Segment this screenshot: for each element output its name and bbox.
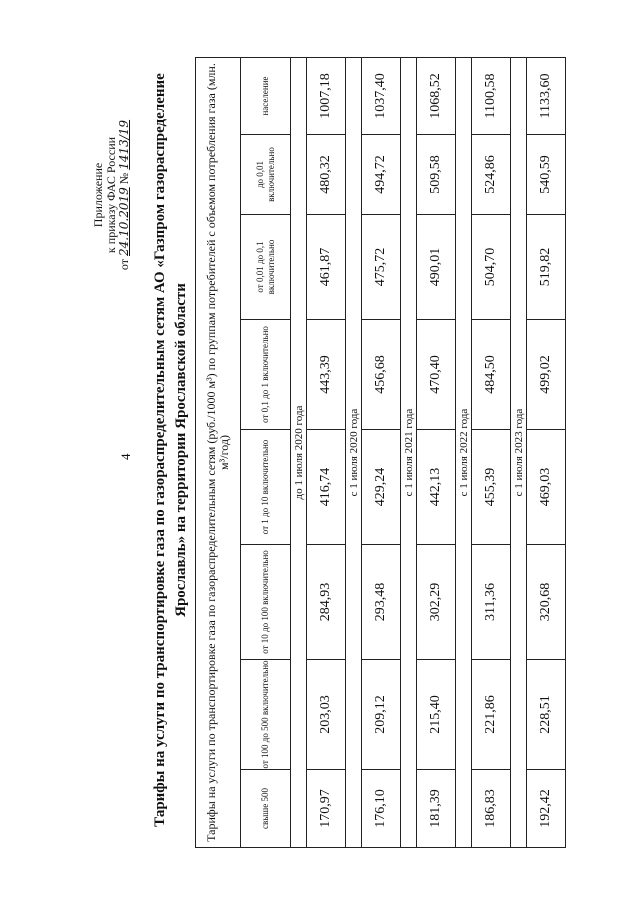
table-row: 170,97 203,03 284,93 416,74 443,39 461,87 480,…	[306, 57, 346, 848]
column-header: от 100 до 500 включительно	[240, 659, 291, 770]
tariff-cell: 293,48	[361, 544, 401, 660]
tariff-cell: 209,12	[361, 659, 401, 770]
tariff-cell: 524,86	[471, 134, 511, 215]
column-header: от 0,1 до 1 включительно	[240, 319, 291, 430]
tariff-cell: 320,68	[526, 544, 566, 660]
period-label: до 1 июля 2020 года	[290, 57, 307, 848]
column-header: население	[240, 57, 291, 135]
tariff-cell: 203,03	[306, 659, 346, 770]
tariff-cell: 228,51	[526, 659, 566, 770]
tariff-cell: 540,59	[526, 134, 566, 215]
date-prefix: от	[117, 258, 131, 271]
tariff-cell: 1100,58	[471, 57, 511, 135]
tariff-cell: 509,58	[416, 134, 456, 215]
table-header: Тарифы на услуги по транспортировке газа…	[195, 57, 241, 848]
column-header: от 0,01 до 0,1 включительно	[240, 214, 291, 320]
tariff-cell: 504,70	[471, 214, 511, 320]
tariff-cell: 302,29	[416, 544, 456, 660]
order-date: 24.10.2019	[117, 187, 131, 256]
tariff-cell: 475,72	[361, 214, 401, 320]
tariff-cell: 192,42	[526, 769, 566, 848]
table-row: 181,39 215,40 302,29 442,13 470,40 490,01 509,…	[416, 57, 456, 848]
tariff-cell: 170,97	[306, 769, 346, 848]
tariff-cell: 470,40	[416, 319, 456, 430]
period-label: с 1 июля 2020 года	[345, 57, 362, 848]
tariff-cell: 456,68	[361, 319, 401, 430]
tariff-cell: 484,50	[471, 319, 511, 430]
column-header: свыше 500	[240, 769, 291, 848]
tariff-cell: 429,24	[361, 429, 401, 545]
tariff-cell: 284,93	[306, 544, 346, 660]
tariff-cell: 1133,60	[526, 57, 566, 135]
tariff-cell: 480,32	[306, 134, 346, 215]
tariff-cell: 221,86	[471, 659, 511, 770]
period-label: с 1 июля 2021 года	[400, 57, 417, 848]
document-title: Тарифы на услуги по транспортировке газа…	[152, 73, 189, 827]
tariff-cell: 461,87	[306, 214, 346, 320]
period-label: с 1 июля 2022 года	[455, 57, 472, 848]
number-prefix: №	[117, 172, 131, 185]
tariff-cell: 443,39	[306, 319, 346, 430]
tariff-table: Тарифы на услуги по транспортировке газа…	[195, 57, 566, 848]
column-header: от 10 до 100 включительно	[240, 544, 291, 660]
tariff-cell: 442,13	[416, 429, 456, 545]
tariff-cell: 455,39	[471, 429, 511, 545]
tariff-cell: 311,36	[471, 544, 511, 660]
page-number: 4	[118, 453, 133, 461]
tariff-cell: 186,83	[471, 769, 511, 848]
tariff-cell: 215,40	[416, 659, 456, 770]
tariff-cell: 416,74	[306, 429, 346, 545]
tariff-cell: 469,03	[526, 429, 566, 545]
tariff-cell: 176,10	[361, 769, 401, 848]
column-header: до 0,01 включительно	[240, 134, 291, 215]
annex-date-line: от 24.10.2019 № 1413/19	[117, 85, 131, 305]
tariff-cell: 1037,40	[361, 57, 401, 135]
annex-block: Приложение к приказу ФАС России от 24.10…	[91, 85, 131, 305]
table-row: 192,42 228,51 320,68 469,03 499,02 519,82 540,…	[526, 57, 566, 848]
period-label: с 1 июля 2023 года	[510, 57, 527, 848]
column-header: от 1 до 10 включительно	[240, 429, 291, 545]
table-row: 186,83 221,86 311,36 455,39 484,50 504,70 524,…	[471, 57, 511, 848]
tariff-cell: 1007,18	[306, 57, 346, 135]
tariff-cell: 1068,52	[416, 57, 456, 135]
tariff-cell: 519,82	[526, 214, 566, 320]
table-row: 176,10 209,12 293,48 429,24 456,68 475,72 494,…	[361, 57, 401, 848]
tariff-cell: 490,01	[416, 214, 456, 320]
tariff-cell: 181,39	[416, 769, 456, 848]
tariff-cell: 499,02	[526, 319, 566, 430]
tariff-cell: 494,72	[361, 134, 401, 215]
order-number: 1413/19	[117, 119, 131, 170]
